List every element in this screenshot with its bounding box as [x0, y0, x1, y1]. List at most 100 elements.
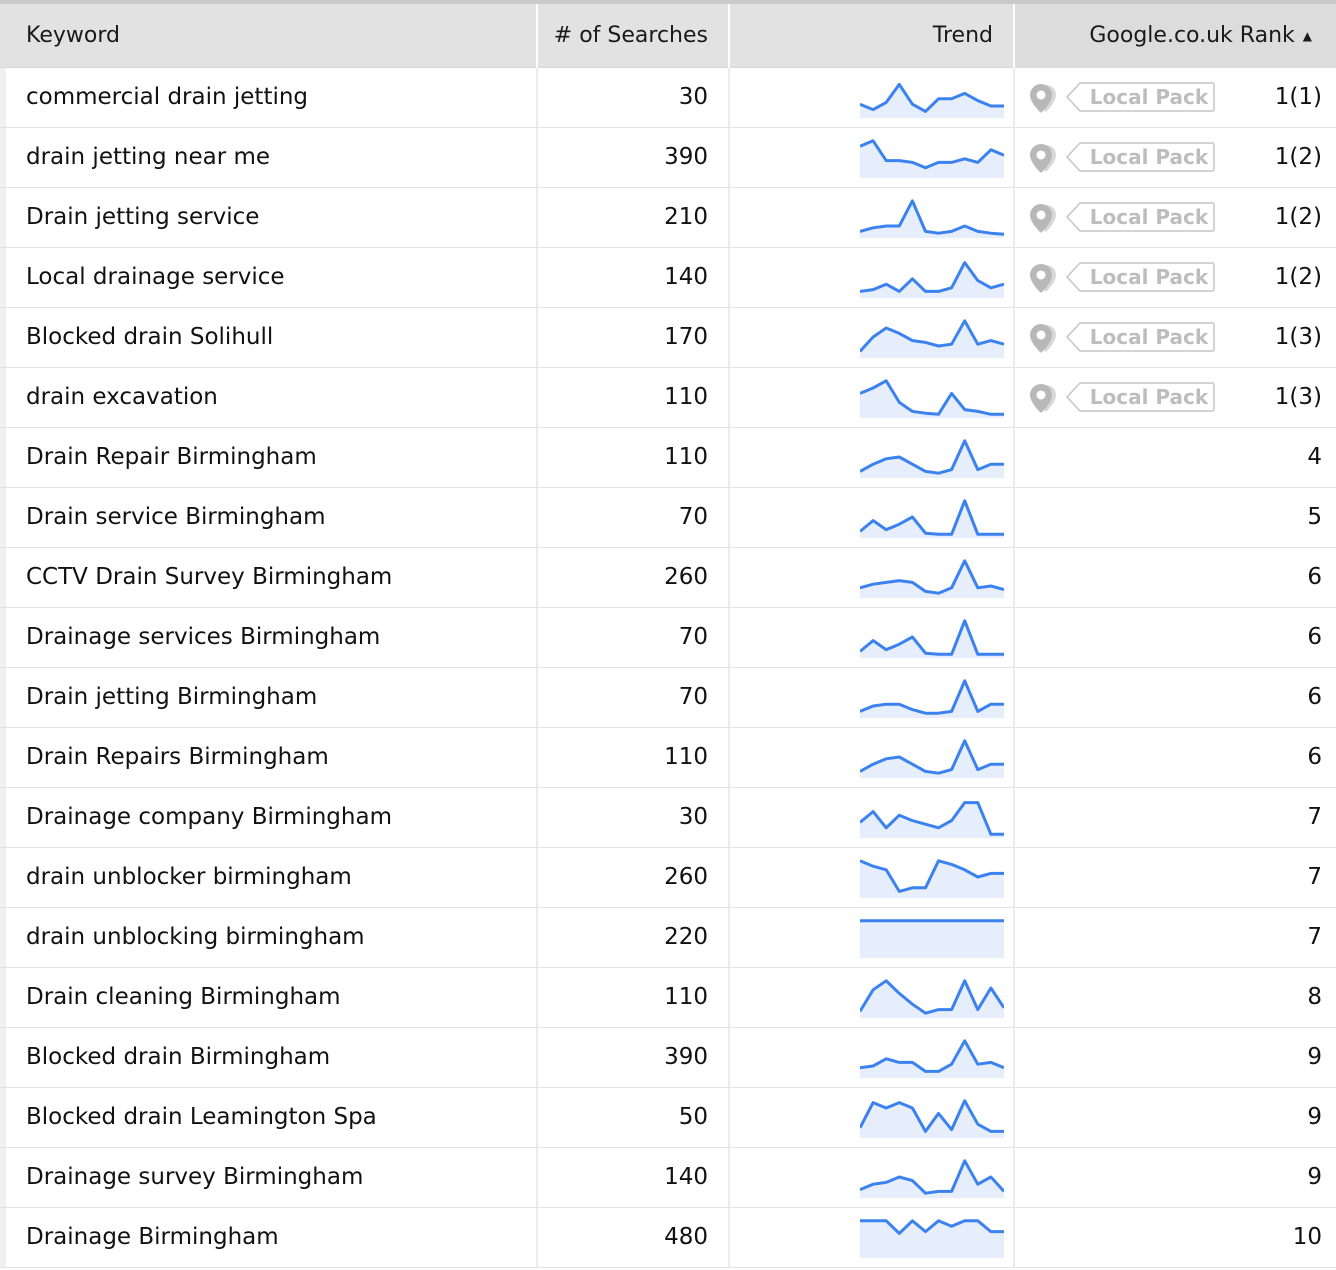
- rank-cell: 10: [1015, 1208, 1336, 1267]
- searches-cell: 170: [538, 308, 730, 367]
- searches-cell: 70: [538, 488, 730, 547]
- trend-area: [860, 1100, 1004, 1138]
- map-pin-icon: [1030, 144, 1056, 173]
- table-row[interactable]: Drainage company Birmingham 30 7: [0, 788, 1336, 848]
- trend-area: [860, 1160, 1004, 1198]
- table-row[interactable]: drain excavation 110 Local Pack 1(3): [0, 368, 1336, 428]
- searches-cell: 220: [538, 908, 730, 967]
- trend-line: [860, 679, 1004, 715]
- trend-area: [860, 920, 1004, 958]
- table-row[interactable]: Blocked drain Leamington Spa 50 9: [0, 1088, 1336, 1148]
- table-row[interactable]: Drainage services Birmingham 70 6: [0, 608, 1336, 668]
- trend-cell: [730, 1028, 1015, 1087]
- table-row[interactable]: Local drainage service 140 Local Pack 1(2): [0, 248, 1336, 308]
- searches-cell: 110: [538, 728, 730, 787]
- table-row[interactable]: drain unblocker birmingham 260 7: [0, 848, 1336, 908]
- trend-cell: [730, 68, 1015, 127]
- map-pin-icon: [1030, 84, 1056, 113]
- column-header-rank[interactable]: Google.co.uk Rank ▲: [1015, 4, 1336, 68]
- table-row[interactable]: CCTV Drain Survey Birmingham 260 6: [0, 548, 1336, 608]
- trend-area: [860, 802, 1004, 838]
- column-header-trend[interactable]: Trend: [730, 4, 1015, 68]
- column-header-searches[interactable]: # of Searches: [538, 4, 730, 68]
- local-pack-badge[interactable]: Local Pack: [1065, 322, 1215, 352]
- keyword-cell: Drainage services Birmingham: [0, 608, 538, 667]
- trend-cell: [730, 368, 1015, 427]
- trend-sparkline: [860, 801, 1004, 838]
- rank-cell: 7: [1015, 788, 1336, 847]
- trend-sparkline: [860, 199, 1004, 238]
- rank-cell: 6: [1015, 608, 1336, 667]
- rank-value: 7: [1307, 864, 1322, 890]
- table-row[interactable]: Drainage Birmingham 480 10: [0, 1208, 1336, 1268]
- rank-value: 1(1): [1274, 84, 1322, 110]
- trend-area: [860, 860, 1004, 898]
- trend-cell: [730, 128, 1015, 187]
- column-header-trend-label: Trend: [932, 23, 993, 48]
- keyword-cell: Local drainage service: [0, 248, 538, 307]
- local-pack-label: Local Pack: [1089, 85, 1209, 109]
- table-row[interactable]: Drain service Birmingham 70 5: [0, 488, 1336, 548]
- trend-cell: [730, 668, 1015, 727]
- local-pack-label: Local Pack: [1089, 205, 1209, 229]
- trend-sparkline: [860, 679, 1004, 718]
- table-row[interactable]: Drain jetting Birmingham 70 6: [0, 668, 1336, 728]
- searches-cell: 70: [538, 668, 730, 727]
- trend-line: [860, 801, 1004, 836]
- local-pack-badge[interactable]: Local Pack: [1065, 82, 1215, 112]
- column-header-keyword[interactable]: Keyword: [0, 4, 538, 68]
- searches-cell: 70: [538, 608, 730, 667]
- local-pack-badge[interactable]: Local Pack: [1065, 262, 1215, 292]
- keyword-cell: drain jetting near me: [0, 128, 538, 187]
- trend-area: [860, 140, 1004, 178]
- trend-line: [860, 499, 1004, 536]
- table-row[interactable]: commercial drain jetting 30 Local Pack 1(1): [0, 68, 1336, 128]
- table-row[interactable]: drain unblocking birmingham 220 7: [0, 908, 1336, 968]
- trend-line: [860, 1159, 1004, 1195]
- trend-sparkline: [860, 139, 1004, 178]
- local-pack-label: Local Pack: [1089, 325, 1209, 349]
- searches-cell: 140: [538, 248, 730, 307]
- searches-cell: 210: [538, 188, 730, 247]
- trend-sparkline: [860, 261, 1004, 298]
- rank-cell: 9: [1015, 1148, 1336, 1207]
- trend-cell: [730, 788, 1015, 847]
- local-pack-badge[interactable]: Local Pack: [1065, 202, 1215, 232]
- trend-line: [860, 619, 1004, 656]
- table-row[interactable]: Blocked drain Solihull 170 Local Pack 1(3): [0, 308, 1336, 368]
- rank-cell: Local Pack 1(2): [1015, 188, 1336, 247]
- table-row[interactable]: drain jetting near me 390 Local Pack 1(2): [0, 128, 1336, 188]
- keyword-cell: Drain service Birmingham: [0, 488, 538, 547]
- trend-cell: [730, 908, 1015, 967]
- trend-line: [860, 319, 1004, 353]
- local-pack-badge[interactable]: Local Pack: [1065, 382, 1215, 412]
- local-pack-badge[interactable]: Local Pack: [1065, 142, 1215, 172]
- rank-value: 1(2): [1274, 264, 1322, 290]
- table-row[interactable]: Drain Repair Birmingham 110 4: [0, 428, 1336, 488]
- trend-sparkline: [860, 82, 1004, 118]
- trend-line: [860, 859, 1004, 893]
- trend-line: [860, 199, 1004, 236]
- trend-sparkline: [860, 1219, 1004, 1258]
- keyword-cell: Drainage Birmingham: [0, 1208, 538, 1267]
- keyword-cell: drain unblocking birmingham: [0, 908, 538, 967]
- searches-cell: 260: [538, 548, 730, 607]
- rank-value: 9: [1307, 1104, 1322, 1130]
- trend-line: [860, 739, 1004, 775]
- table-row[interactable]: Drainage survey Birmingham 140 9: [0, 1148, 1336, 1208]
- trend-sparkline: [860, 499, 1004, 538]
- table-row[interactable]: Drain cleaning Birmingham 110 8: [0, 968, 1336, 1028]
- rank-value: 9: [1307, 1164, 1322, 1190]
- trend-cell: [730, 728, 1015, 787]
- rank-cell: 9: [1015, 1088, 1336, 1147]
- tag-outline-icon: [1065, 82, 1215, 112]
- table-row[interactable]: Drain Repairs Birmingham 110 6: [0, 728, 1336, 788]
- trend-line: [860, 1039, 1004, 1073]
- column-header-searches-label: # of Searches: [553, 23, 708, 48]
- trend-line: [860, 139, 1004, 170]
- rank-cell: 6: [1015, 548, 1336, 607]
- trend-cell: [730, 1208, 1015, 1267]
- trend-line: [860, 1099, 1004, 1133]
- table-row[interactable]: Drain jetting service 210 Local Pack 1(2): [0, 188, 1336, 248]
- table-row[interactable]: Blocked drain Birmingham 390 9: [0, 1028, 1336, 1088]
